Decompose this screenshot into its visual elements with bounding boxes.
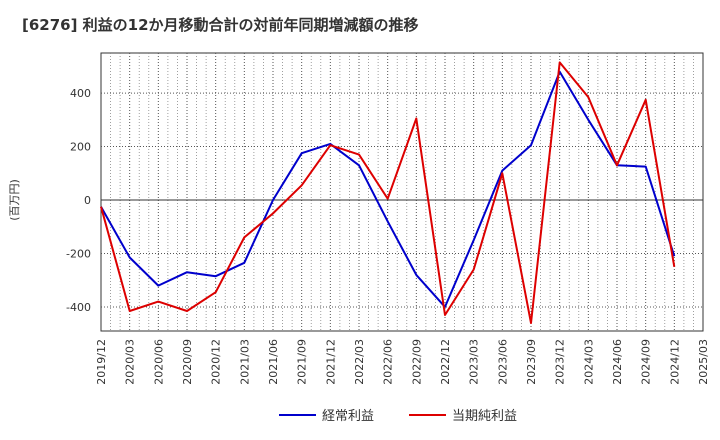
legend: 経常利益 当期純利益	[279, 409, 517, 424]
x-tick-label: 2019/12	[95, 339, 108, 385]
x-tick-label: 2023/06	[496, 339, 509, 385]
x-tick-label: 2023/03	[468, 339, 481, 385]
x-tick-label: 2024/03	[582, 339, 595, 385]
x-tick-label: 2021/06	[267, 339, 280, 385]
x-tick-label: 2023/12	[554, 339, 567, 385]
y-tick-label: 200	[70, 141, 91, 154]
x-tick-label: 2022/03	[353, 339, 366, 385]
axis-layer: -400 -200 0 200 400 (百万円) 2019/12 2020/03 2020/0…	[8, 87, 710, 385]
y-tick-label: 0	[84, 194, 91, 207]
y-axis-label: (百万円)	[8, 179, 21, 221]
series-line-ordinary-profit	[100, 70, 676, 308]
x-tick-label: 2022/06	[382, 339, 395, 385]
x-tick-label: 2020/06	[152, 339, 165, 385]
chart-title: [6276] 利益の12か月移動合計の対前年同期増減額の推移	[22, 16, 419, 34]
x-tick-label: 2024/09	[640, 339, 653, 385]
series-layer	[100, 61, 676, 324]
x-tick-label: 2021/03	[238, 339, 251, 385]
x-tick-label: 2021/09	[296, 339, 309, 385]
x-tick-label: 2020/12	[210, 339, 223, 385]
x-tick-label: 2020/03	[124, 339, 137, 385]
y-tick-label: 400	[70, 87, 91, 100]
plot-frame	[100, 52, 704, 332]
grid-layer	[100, 52, 704, 332]
legend-label: 当期純利益	[452, 409, 517, 424]
x-tick-label: 2022/12	[439, 339, 452, 385]
y-tick-label: -400	[66, 301, 91, 314]
x-tick-label: 2024/06	[611, 339, 624, 385]
x-tick-label: 2021/12	[324, 339, 337, 385]
x-tick-label: 2025/03	[697, 339, 710, 385]
y-tick-label: -200	[66, 247, 91, 260]
series-line-net-profit	[100, 61, 676, 324]
legend-label: 経常利益	[322, 409, 374, 424]
x-tick-label: 2024/12	[668, 339, 681, 385]
x-tick-label: 2020/09	[181, 339, 194, 385]
x-tick-label: 2023/09	[525, 339, 538, 385]
x-tick-label: 2022/09	[410, 339, 423, 385]
